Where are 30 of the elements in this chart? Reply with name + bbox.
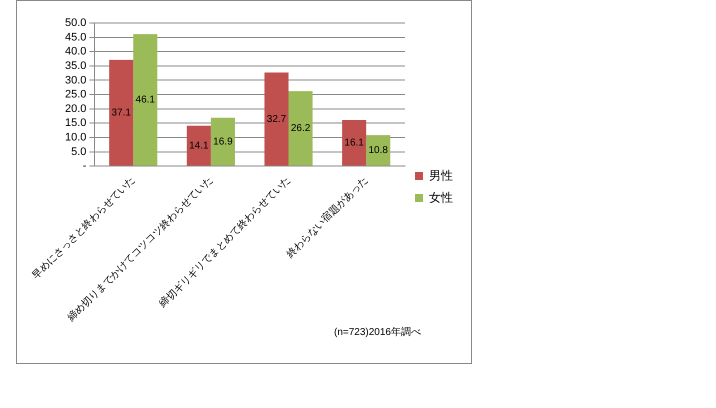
y-tick-label: 25.0 <box>64 88 86 101</box>
y-tick-label: 20.0 <box>64 102 86 115</box>
data-label: 10.8 <box>368 145 388 156</box>
y-tick-label: - <box>82 160 87 172</box>
data-label: 32.7 <box>266 114 287 125</box>
bar <box>109 60 134 166</box>
bar <box>366 135 390 166</box>
bar <box>342 120 366 166</box>
y-tick-label: 35.0 <box>64 60 86 72</box>
y-tick-label: 45.0 <box>64 31 86 44</box>
bar <box>264 72 289 166</box>
legend-label: 女性 <box>429 190 453 204</box>
data-label: 26.2 <box>290 123 311 134</box>
bar <box>186 126 211 166</box>
data-label: 46.1 <box>136 94 156 106</box>
legend-label: 男性 <box>429 168 453 182</box>
y-tick-label: 50.0 <box>64 17 86 30</box>
y-tick-label: 15.0 <box>64 117 86 130</box>
text: (n=723)2016年調べ <box>334 326 421 338</box>
y-tick-label: 5.0 <box>71 146 86 158</box>
bar <box>210 118 235 166</box>
data-label: 37.1 <box>111 108 132 119</box>
data-label: 16.1 <box>344 138 364 149</box>
bar <box>288 91 313 166</box>
data-label: 14.1 <box>189 140 210 152</box>
y-tick-label: 40.0 <box>64 46 86 58</box>
bar <box>133 34 158 166</box>
y-tick-label: 10.0 <box>64 132 86 144</box>
y-tick-label: 30.0 <box>64 74 86 86</box>
data-label: 16.9 <box>213 136 234 148</box>
